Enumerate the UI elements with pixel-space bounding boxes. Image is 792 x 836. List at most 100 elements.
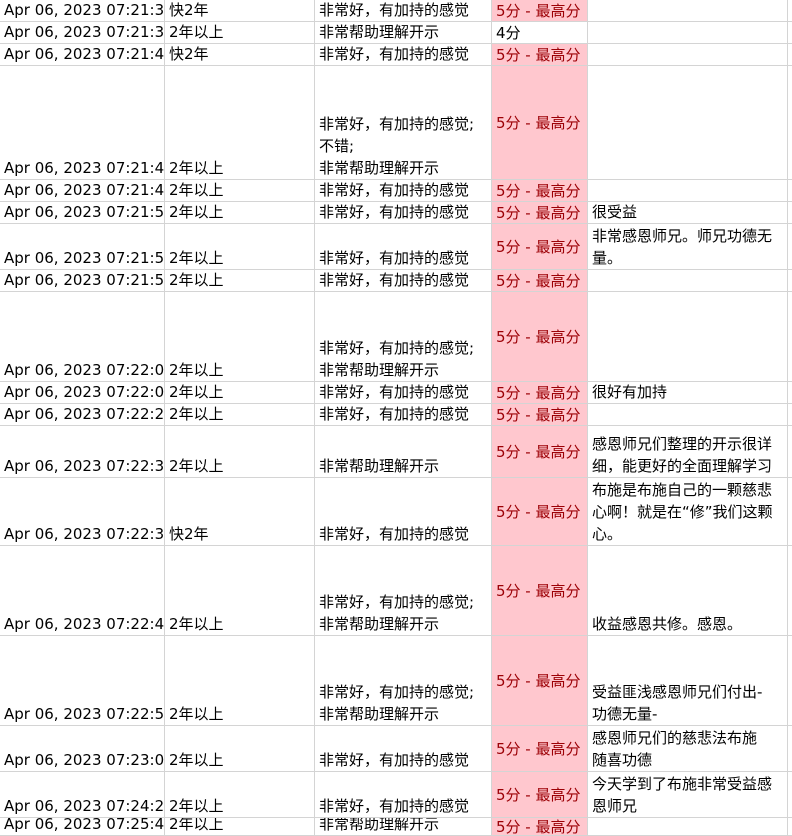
- cell-text: Apr 06, 2023 07:21:37: [4, 23, 165, 41]
- timestamp-cell: Apr 06, 2023 07:22:38: [0, 478, 165, 546]
- cell-text: Apr 06, 2023 07:22:02: [4, 361, 165, 379]
- duration-cell: 快2年: [165, 478, 315, 546]
- feeling-cell: 非常好，有加持的感觉: [315, 0, 492, 22]
- empty-cell: [788, 818, 792, 836]
- cell-text: 收益感恩共修。感恩。: [592, 615, 743, 633]
- timestamp-cell: Apr 06, 2023 07:22:57: [0, 636, 165, 726]
- feeling-cell: 非常帮助理解开示: [315, 22, 492, 44]
- cell-text: 非常好，有加持的感觉: [319, 1, 470, 19]
- cell-text: Apr 06, 2023 07:21:32: [4, 1, 165, 19]
- cell-text: 非常好，有加持的感觉: [319, 797, 470, 815]
- comment-cell: [588, 44, 788, 66]
- timestamp-cell: Apr 06, 2023 07:21:50: [0, 202, 165, 224]
- timestamp-cell: Apr 06, 2023 07:22:26: [0, 404, 165, 426]
- cell-text: 非常帮助理解开示: [319, 818, 440, 833]
- comment-cell: 感恩师兄们整理的开示很详 细，能更好的全面理解学习: [588, 426, 788, 478]
- rating-cell: 5分 - 最高分: [492, 636, 588, 726]
- rating-cell: 5分 - 最高分: [492, 224, 588, 270]
- feeling-cell: 非常好，有加持的感觉: [315, 772, 492, 818]
- feeling-cell: 非常好，有加持的感觉; 非常帮助理解开示: [315, 292, 492, 382]
- empty-cell: [788, 0, 792, 22]
- cell-text: 非常好，有加持的感觉: [319, 525, 470, 543]
- cell-text: 5分 - 最高分: [496, 502, 581, 521]
- comment-cell: 布施是布施自己的一颗慈悲 心啊！就是在“修”我们这颗 心。: [588, 478, 788, 546]
- cell-text: Apr 06, 2023 07:21:54: [4, 271, 165, 289]
- cell-text: 5分 - 最高分: [496, 671, 581, 690]
- rating-cell: 5分 - 最高分: [492, 478, 588, 546]
- timestamp-cell: Apr 06, 2023 07:21:44: [0, 66, 165, 180]
- timestamp-cell: Apr 06, 2023 07:22:42: [0, 546, 165, 636]
- cell-text: 5分 - 最高分: [496, 785, 581, 804]
- cell-text: Apr 06, 2023 07:21:48: [4, 181, 165, 199]
- rating-cell: 5分 - 最高分: [492, 546, 588, 636]
- cell-text: 非常好，有加持的感觉: [319, 383, 470, 401]
- empty-cell: [788, 180, 792, 202]
- cell-text: Apr 06, 2023 07:24:25: [4, 797, 165, 815]
- timestamp-cell: Apr 06, 2023 07:21:54: [0, 270, 165, 292]
- feeling-cell: 非常好，有加持的感觉: [315, 270, 492, 292]
- cell-text: 今天学到了布施非常受益感 恩师兄: [592, 775, 773, 815]
- rating-cell: 5分 - 最高分: [492, 726, 588, 772]
- duration-cell: 2年以上: [165, 292, 315, 382]
- rating-cell: 5分 - 最高分: [492, 66, 588, 180]
- cell-text: 5分 - 最高分: [496, 442, 581, 461]
- feeling-cell: 非常好，有加持的感觉: [315, 726, 492, 772]
- feeling-cell: 非常好，有加持的感觉; 非常帮助理解开示: [315, 636, 492, 726]
- feeling-cell: 非常帮助理解开示: [315, 426, 492, 478]
- cell-text: Apr 06, 2023 07:25:43: [4, 818, 165, 833]
- comment-cell: [588, 0, 788, 22]
- cell-text: 2年以上: [169, 159, 224, 177]
- cell-text: 感恩师兄们的慈悲法布施 随喜功德: [592, 729, 758, 769]
- cell-text: 非常帮助理解开示: [319, 23, 440, 41]
- cell-text: 非常好，有加持的感觉: [319, 405, 470, 423]
- cell-text: 5分 - 最高分: [496, 405, 581, 424]
- cell-text: Apr 06, 2023 07:23:07: [4, 751, 165, 769]
- comment-cell: 今天学到了布施非常受益感 恩师兄: [588, 772, 788, 818]
- timestamp-cell: Apr 06, 2023 07:22:02: [0, 292, 165, 382]
- cell-text: 2年以上: [169, 405, 224, 423]
- cell-text: Apr 06, 2023 07:22:08: [4, 383, 165, 401]
- cell-text: 5分 - 最高分: [496, 181, 581, 200]
- cell-text: 2年以上: [169, 705, 224, 723]
- empty-cell: [788, 426, 792, 478]
- rating-cell: 5分 - 最高分: [492, 292, 588, 382]
- empty-cell: [788, 66, 792, 180]
- cell-text: 非常好，有加持的感觉; 非常帮助理解开示: [319, 339, 475, 379]
- comment-cell: [588, 180, 788, 202]
- comment-cell: 很受益: [588, 202, 788, 224]
- rating-cell: 5分 - 最高分: [492, 404, 588, 426]
- empty-cell: [788, 22, 792, 44]
- cell-text: 感恩师兄们整理的开示很详 细，能更好的全面理解学习: [592, 435, 773, 475]
- cell-text: 5分 - 最高分: [496, 383, 581, 402]
- feeling-cell: 非常好，有加持的感觉: [315, 44, 492, 66]
- cell-text: 非常好，有加持的感觉; 非常帮助理解开示: [319, 593, 475, 633]
- rating-cell: 5分 - 最高分: [492, 426, 588, 478]
- rating-cell: 5分 - 最高分: [492, 270, 588, 292]
- duration-cell: 2年以上: [165, 772, 315, 818]
- cell-text: 很好有加持: [592, 383, 668, 401]
- cell-text: 2年以上: [169, 23, 224, 41]
- duration-cell: 快2年: [165, 44, 315, 66]
- cell-text: 2年以上: [169, 818, 224, 833]
- cell-text: 2年以上: [169, 249, 224, 267]
- empty-cell: [788, 44, 792, 66]
- cell-text: 非常好，有加持的感觉: [319, 249, 470, 267]
- comment-cell: 非常感恩师兄。师兄功德无 量。: [588, 224, 788, 270]
- comment-cell: [588, 818, 788, 836]
- cell-text: 快2年: [169, 525, 209, 543]
- comment-cell: [588, 22, 788, 44]
- duration-cell: 2年以上: [165, 546, 315, 636]
- duration-cell: 2年以上: [165, 22, 315, 44]
- feeling-cell: 非常好，有加持的感觉: [315, 202, 492, 224]
- cell-text: 非常感恩师兄。师兄功德无 量。: [592, 227, 773, 267]
- rating-cell: 5分 - 最高分: [492, 0, 588, 22]
- cell-text: 2年以上: [169, 797, 224, 815]
- duration-cell: 2年以上: [165, 818, 315, 836]
- cell-text: 5分 - 最高分: [496, 581, 581, 600]
- cell-text: 2年以上: [169, 751, 224, 769]
- cell-text: 快2年: [169, 45, 209, 63]
- empty-cell: [788, 202, 792, 224]
- empty-cell: [788, 224, 792, 270]
- cell-text: Apr 06, 2023 07:21:50: [4, 203, 165, 221]
